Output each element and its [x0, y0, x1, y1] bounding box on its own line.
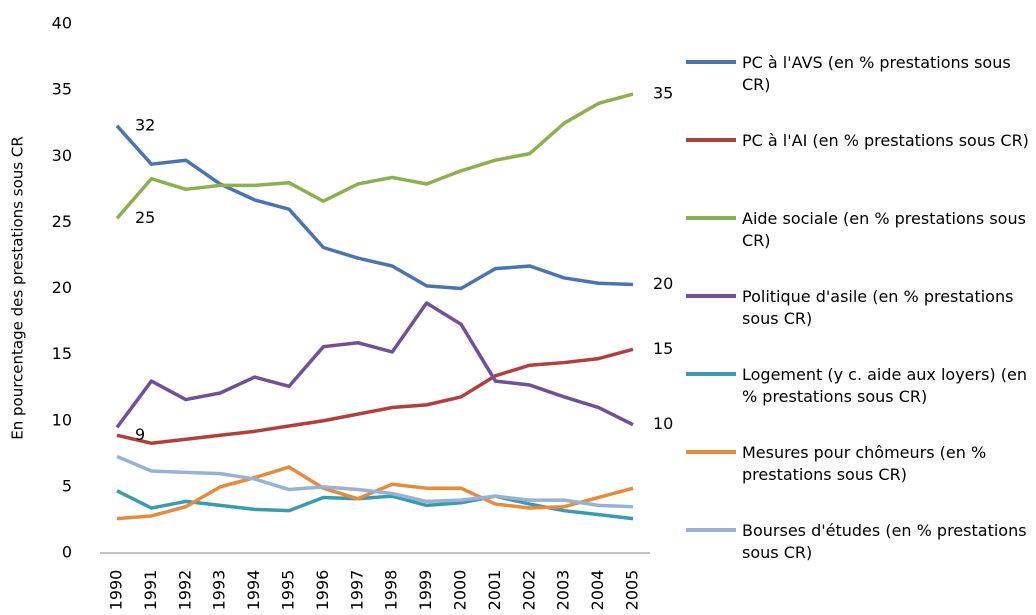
- x-tick-label: 1996: [313, 570, 332, 611]
- x-tick-label: 2003: [554, 570, 573, 611]
- x-tick-label: 1997: [347, 570, 366, 611]
- x-tick-label: 1994: [244, 570, 263, 611]
- y-tick-label: 0: [62, 543, 72, 562]
- data-label: 35: [653, 84, 673, 103]
- legend-label: PC à l'AI (en % prestations sous CR): [742, 131, 1029, 150]
- x-tick-label: 2000: [451, 570, 470, 611]
- y-axis-title: En pourcentage des prestations sous CR: [9, 136, 27, 439]
- y-tick-label: 10: [52, 410, 72, 429]
- legend-label: Mesures pour chômeurs (en % prestations …: [742, 443, 987, 484]
- y-tick-label: 15: [52, 344, 72, 363]
- x-tick-label: 1998: [382, 570, 401, 611]
- data-label: 25: [135, 208, 155, 227]
- legend-label: Logement (y c. aide aux loyers) (en % pr…: [742, 365, 1027, 406]
- legend-label: Politique d'asile (en % prestations sous…: [742, 287, 1014, 328]
- x-tick-label: 1993: [210, 570, 229, 611]
- y-tick-label: 5: [62, 476, 72, 495]
- series-line: [116, 347, 634, 445]
- x-tick-label: 2001: [485, 570, 504, 611]
- x-tick-label: 1999: [416, 570, 435, 611]
- x-tick-label: 2004: [588, 570, 607, 611]
- x-tick-label: 1992: [175, 570, 194, 611]
- x-tick-label: 2002: [519, 570, 538, 611]
- data-label: 9: [135, 425, 145, 444]
- x-tick-label: 2005: [623, 570, 642, 611]
- y-tick-label: 35: [52, 80, 72, 99]
- y-tick-label: 20: [52, 278, 72, 297]
- legend-label: PC à l'AVS (en % prestations sous CR): [742, 53, 1011, 94]
- series-line: [115, 92, 634, 220]
- series-line: [115, 124, 634, 291]
- data-label: 10: [653, 414, 673, 433]
- series-line: [116, 454, 634, 509]
- y-tick-label: 40: [52, 14, 72, 33]
- series-line: [116, 489, 634, 521]
- series-line: [115, 301, 634, 429]
- x-tick-label: 1990: [107, 570, 126, 611]
- y-tick-label: 30: [52, 146, 72, 165]
- legend-label: Bourses d'études (en % prestations sous …: [742, 521, 1027, 562]
- x-tick-label: 1995: [279, 570, 298, 611]
- data-label: 20: [653, 274, 673, 293]
- legend-label: Aide sociale (en % prestations sous CR): [742, 209, 1026, 250]
- data-label: 32: [135, 115, 155, 134]
- x-tick-label: 1991: [141, 570, 160, 611]
- y-tick-label: 25: [52, 212, 72, 231]
- data-label: 15: [653, 339, 673, 358]
